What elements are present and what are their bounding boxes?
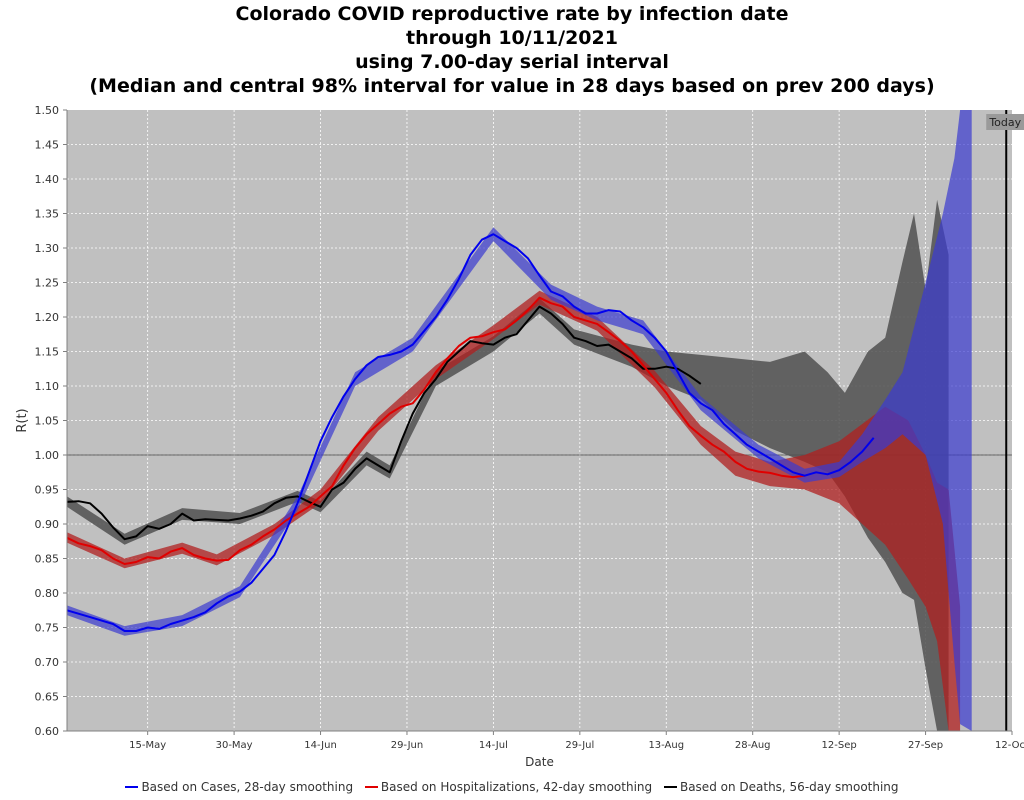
y-tick-label: 0.85	[35, 553, 60, 566]
chart-title: Colorado COVID reproductive rate by infe…	[0, 2, 1024, 98]
line-hospitalizations	[66, 296, 805, 565]
legend-item-hospitalizations: Based on Hospitalizations, 42-day smooth…	[364, 780, 653, 794]
y-tick-label: 1.20	[35, 311, 60, 324]
y-tick-label: 0.60	[35, 725, 60, 738]
x-tick-label: 15-May	[129, 740, 166, 751]
x-axis-label: Date	[525, 755, 554, 769]
today-label: Today	[988, 116, 1021, 129]
legend-swatch-cases	[125, 785, 139, 788]
line-deaths	[66, 305, 702, 541]
x-tick-label: 29-Jun	[391, 740, 424, 751]
chart-title-line-3: using 7.00-day serial interval	[355, 51, 669, 73]
legend-label-cases: Based on Cases, 28-day smoothing	[141, 780, 354, 794]
line-cases	[66, 233, 875, 632]
chart-title-line-4: (Median and central 98% interval for val…	[89, 75, 935, 97]
x-tick-label: 14-Jul	[479, 740, 508, 751]
y-tick-label: 0.80	[35, 587, 60, 600]
x-tick-label: 30-May	[216, 740, 253, 751]
y-tick-label: 1.10	[35, 380, 60, 393]
y-tick-label: 1.00	[35, 449, 60, 462]
legend-item-deaths: Based on Deaths, 56-day smoothing	[663, 780, 899, 794]
x-tick-label: 12-Oct	[995, 740, 1024, 751]
legend-item-cases: Based on Cases, 28-day smoothing	[125, 780, 353, 794]
y-tick-label: 0.65	[35, 691, 60, 704]
y-tick-label: 0.90	[35, 518, 60, 531]
legend-swatch-deaths	[663, 785, 677, 788]
y-tick-label: 1.30	[35, 242, 60, 255]
x-tick-label: 12-Sep	[822, 740, 857, 751]
x-tick-label: 29-Jul	[565, 740, 594, 751]
legend-label-hospitalizations: Based on Hospitalizations, 42-day smooth…	[380, 780, 653, 794]
chart-title-line-1: Colorado COVID reproductive rate by infe…	[235, 3, 789, 25]
y-tick-label: 1.50	[35, 104, 60, 117]
today-label-bg	[986, 114, 1024, 130]
y-tick-label: 1.05	[35, 415, 60, 428]
y-tick-label: 0.70	[35, 656, 60, 669]
y-tick-label: 1.40	[35, 173, 60, 186]
y-tick-label: 1.15	[35, 346, 60, 359]
x-tick-label: 28-Aug	[735, 740, 771, 751]
legend-swatch-hospitalizations	[364, 785, 378, 788]
y-tick-label: 0.95	[35, 484, 60, 497]
chart-title-line-2: through 10/11/2021	[406, 27, 618, 49]
y-tick-label: 0.75	[35, 622, 60, 635]
x-tick-label: 27-Sep	[908, 740, 943, 751]
legend: Based on Cases, 28-day smoothing Based o…	[0, 780, 1024, 794]
x-tick-label: 13-Aug	[648, 740, 684, 751]
chart-plot: Today 0.60 0.65 0.70 0.75 0.80 0.85 0.90 0.95 1.…	[15, 104, 1024, 769]
y-tick-label: 1.45	[35, 139, 60, 152]
y-tick-label: 1.35	[35, 208, 60, 221]
y-axis-label: R(t)	[15, 408, 30, 432]
y-tick-label: 1.25	[35, 277, 60, 290]
legend-label-deaths: Based on Deaths, 56-day smoothing	[679, 780, 899, 794]
x-tick-label: 14-Jun	[304, 740, 337, 751]
